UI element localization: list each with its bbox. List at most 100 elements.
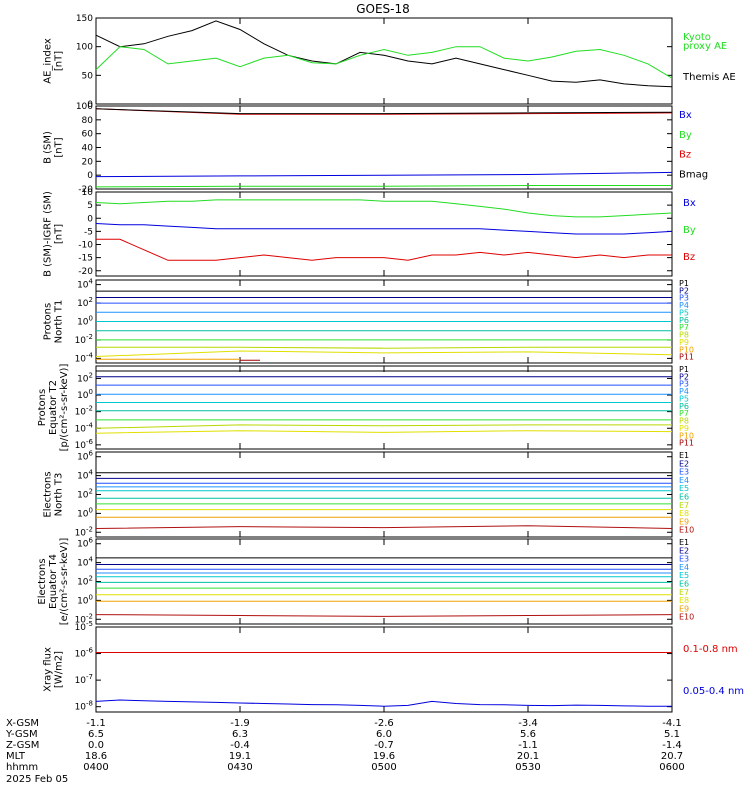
- x-axis-value: 0400: [83, 762, 108, 773]
- legend-label: By: [679, 130, 692, 141]
- series-line-Bx: [95, 199, 673, 218]
- y-axis-label: [p/(cm²-s-sr-keV)]: [59, 364, 70, 452]
- series-line-0-05-0-4-nm: [95, 699, 672, 707]
- legend-label: E6: [679, 580, 689, 589]
- y-tick-label: 10-4: [75, 421, 94, 434]
- y-axis-label: B (SM): [43, 131, 54, 164]
- series-line-Bz: [96, 238, 672, 261]
- panel-frame: [95, 17, 673, 105]
- series-line-P9: [95, 350, 673, 357]
- x-axis-value: 5.6: [520, 729, 536, 740]
- y-tick-label: 100: [77, 388, 93, 401]
- y-tick-label: -5: [84, 227, 93, 237]
- x-axis-value: -3.4: [518, 718, 538, 729]
- x-axis-row-label: MLT: [6, 751, 26, 762]
- legend-label: E10: [679, 526, 694, 535]
- y-tick-label: 104: [77, 556, 93, 569]
- x-axis-value: -0.7: [374, 740, 394, 751]
- legend-label: E4: [679, 476, 689, 485]
- y-tick-label: 10-2: [75, 333, 93, 346]
- series-line-P8: [96, 346, 672, 349]
- legend-label: E10: [679, 613, 694, 622]
- x-axis-value: 20.1: [517, 751, 539, 762]
- legend-label: E1: [679, 451, 689, 460]
- legend-label: P10: [679, 345, 694, 354]
- x-axis-value: 0.0: [88, 740, 104, 751]
- legend-label: E6: [679, 493, 689, 502]
- y-tick-label: 104: [77, 278, 93, 291]
- legend-label: P5: [679, 394, 689, 403]
- x-axis-value: 19.1: [229, 751, 251, 762]
- x-axis-value: 0600: [659, 762, 684, 773]
- y-axis-label: [nT]: [54, 51, 65, 71]
- y-axis-label: Electrons: [43, 471, 54, 517]
- series-line-By: [95, 185, 672, 188]
- y-tick-label: 100: [76, 102, 93, 112]
- x-axis-value: 19.6: [373, 751, 395, 762]
- legend-label: Bz: [683, 252, 695, 263]
- series-line-Themis-AE: [95, 20, 673, 88]
- legend-label: E7: [679, 588, 689, 597]
- y-tick-label: 150: [76, 14, 93, 24]
- x-axis-row-label: Y-GSM: [5, 729, 38, 740]
- x-axis-value: -1.4: [662, 740, 682, 751]
- legend-label: P9: [679, 424, 689, 433]
- y-tick-label: 40: [82, 144, 94, 154]
- legend-label: P3: [679, 380, 689, 389]
- x-axis-value: -4.1: [662, 718, 682, 729]
- legend-label: P7: [679, 409, 689, 418]
- legend-label: E3: [679, 555, 689, 564]
- x-axis-row-label: X-GSM: [6, 718, 39, 729]
- legend-label: P8: [679, 331, 689, 340]
- x-axis-value: 6.0: [376, 729, 392, 740]
- y-axis-label: Protons: [43, 303, 54, 340]
- panel-frame: [95, 538, 673, 625]
- series-line-P8: [95, 424, 672, 429]
- y-tick-label: 50: [82, 71, 94, 81]
- legend-label: P9: [679, 338, 689, 347]
- legend-label: P1: [679, 279, 689, 288]
- y-axis-label: North T1: [54, 300, 65, 344]
- legend-label: P8: [679, 417, 689, 426]
- x-axis-value: -1.1: [518, 740, 538, 751]
- x-axis-row-label: hhmm: [6, 762, 38, 773]
- y-tick-label: 10: [82, 188, 94, 198]
- y-tick-label: 20: [82, 157, 94, 167]
- y-tick-label: 10-2: [75, 405, 93, 418]
- legend-label: Themis AE: [682, 72, 736, 83]
- legend-label: E2: [679, 546, 689, 555]
- x-axis-value: -2.6: [374, 718, 394, 729]
- y-axis-label: Equator T2: [48, 380, 59, 435]
- x-axis-row-label: Z-GSM: [6, 740, 39, 751]
- legend-label: P11: [679, 353, 694, 362]
- y-tick-label: 80: [82, 116, 94, 126]
- y-tick-label: -20: [78, 267, 93, 277]
- legend-label: Bx: [679, 110, 692, 121]
- legend-label: P5: [679, 308, 689, 317]
- legend-label: P7: [679, 323, 689, 332]
- y-tick-label: 100: [77, 506, 93, 519]
- y-tick-label: 106: [77, 450, 93, 463]
- y-axis-label: B (SM)-IGRF (SM): [43, 191, 54, 277]
- x-axis-value: 5.1: [664, 729, 680, 740]
- y-tick-label: 102: [77, 296, 93, 309]
- y-tick-label: 100: [76, 43, 93, 53]
- y-tick-label: 5: [87, 201, 93, 211]
- legend-label: P1: [679, 365, 689, 374]
- y-tick-label: 102: [77, 488, 93, 501]
- legend-label: E5: [679, 571, 689, 580]
- legend-label: By: [683, 225, 696, 236]
- x-axis-value: 0500: [371, 762, 396, 773]
- x-axis-value: 6.3: [232, 729, 248, 740]
- date-label: 2025 Feb 05: [6, 774, 68, 785]
- legend-label: Bx: [683, 198, 696, 209]
- y-tick-label: 0: [87, 214, 93, 224]
- y-axis-label: Xray flux: [43, 647, 54, 692]
